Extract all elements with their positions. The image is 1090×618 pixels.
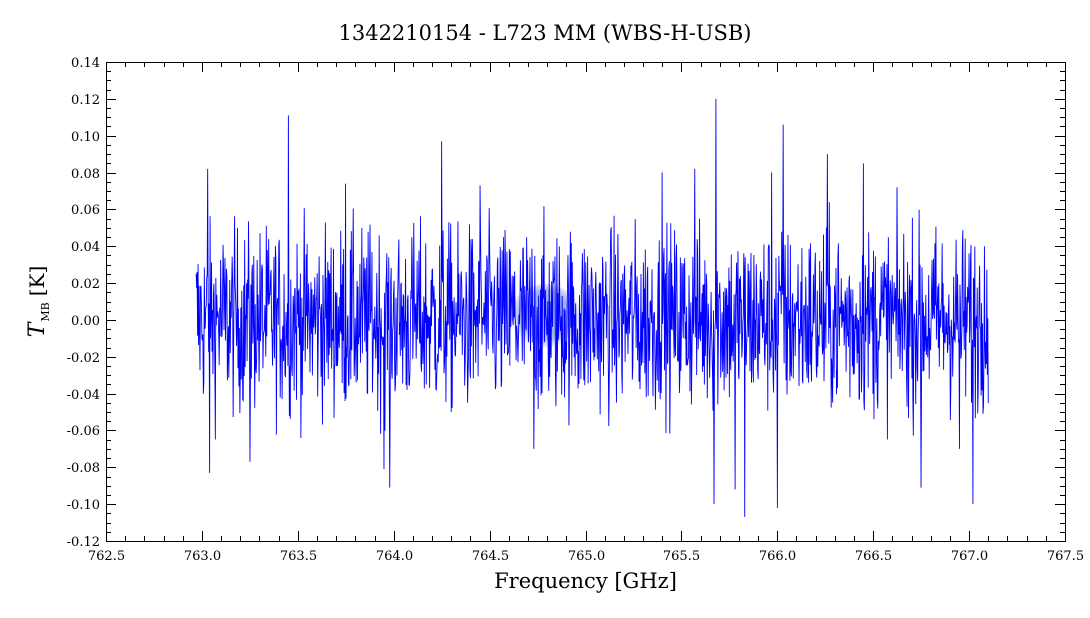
svg-text:TMB[K]: TMB [K] <box>25 266 52 338</box>
y-tick-label: 0.14 <box>71 56 100 71</box>
x-tick-label: 767.5 <box>1047 549 1084 564</box>
y-tick-label: 0.00 <box>71 314 100 329</box>
x-tick-label: 763.5 <box>280 549 317 564</box>
x-tick-label: 766.0 <box>759 549 796 564</box>
x-tick-label: 764.0 <box>376 549 413 564</box>
series-spectrum <box>195 98 989 518</box>
y-tick-label: -0.12 <box>67 535 100 550</box>
y-tick-label: -0.10 <box>67 498 100 513</box>
x-tick-label: 765.5 <box>663 549 700 564</box>
axis-ticks <box>106 62 1066 542</box>
y-tick-label: 0.12 <box>71 93 100 108</box>
y-tick-label: -0.08 <box>67 461 100 476</box>
y-tick-label: 0.08 <box>71 167 100 182</box>
x-tick-label: 762.5 <box>88 549 125 564</box>
y-axis-title-main: T <box>25 320 50 337</box>
y-tick-label: -0.04 <box>67 388 100 403</box>
y-axis-title: TMB [K] <box>25 266 52 338</box>
y-tick-label: 0.04 <box>71 240 100 255</box>
chart-title: 1342210154 - L723 MM (WBS-H-USB) <box>338 21 751 45</box>
y-axis-title-subscript: MB <box>39 302 52 321</box>
x-tick-label: 765.0 <box>568 549 605 564</box>
y-tick-label: 0.02 <box>71 277 100 292</box>
x-axis-title: Frequency [GHz] <box>494 569 677 593</box>
y-tick-label: 0.06 <box>71 203 100 218</box>
x-tick-labels: 762.5 763.0 763.5 764.0 764.5 765.0 765.5 766.0… <box>88 549 1084 564</box>
x-tick-label: 764.5 <box>472 549 509 564</box>
series-line <box>195 98 989 518</box>
y-tick-labels: -0.12 -0.10 -0.08 -0.06 -0.04 -0.02 0.00 0.02 0.… <box>67 56 100 550</box>
x-tick-label: 766.5 <box>855 549 892 564</box>
x-tick-label: 763.0 <box>184 549 221 564</box>
x-tick-label: 767.0 <box>951 549 988 564</box>
y-tick-label: -0.06 <box>67 424 100 439</box>
y-tick-label: -0.02 <box>67 351 100 366</box>
y-axis-title-unit: [K] <box>25 266 49 297</box>
y-tick-label: 0.10 <box>71 130 100 145</box>
